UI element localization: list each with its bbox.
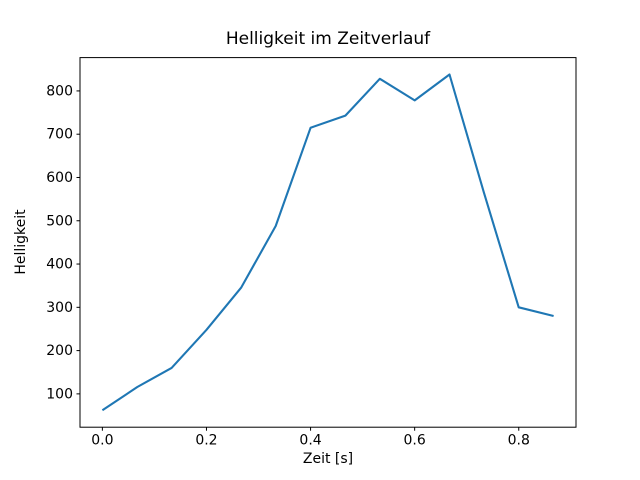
data-line — [101, 73, 554, 412]
y-tick-label: 200 — [46, 343, 73, 359]
y-tick-label: 800 — [46, 83, 73, 99]
x-tick-label: 0.6 — [404, 433, 426, 449]
y-tick-label: 400 — [46, 257, 73, 273]
x-tick-label: 0.0 — [91, 433, 113, 449]
x-tick-label: 0.8 — [508, 433, 530, 449]
y-tick-label: 500 — [46, 213, 73, 229]
x-tick-label: 0.2 — [195, 433, 217, 449]
x-tick-label: 0.4 — [299, 433, 321, 449]
y-tick-label: 100 — [46, 386, 73, 402]
chart-title: Helligkeit im Zeitverlauf — [225, 29, 431, 49]
y-tick-label: 300 — [46, 300, 73, 316]
plot-border — [79, 57, 577, 428]
y-tick-label: 600 — [46, 170, 73, 186]
y-tick-label: 700 — [46, 127, 73, 143]
x-axis-label: Zeit [s] — [302, 451, 354, 467]
